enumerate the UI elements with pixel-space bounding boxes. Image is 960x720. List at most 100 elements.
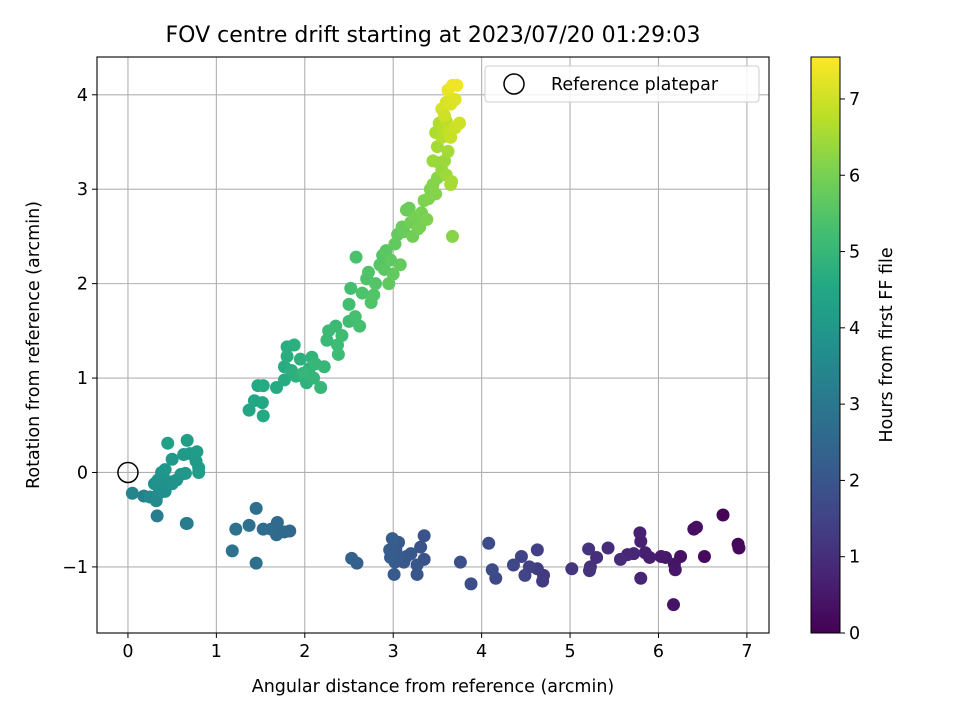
legend-entry-reference: Reference platepar bbox=[551, 75, 719, 95]
scatter-point bbox=[697, 550, 711, 564]
scatter-point bbox=[383, 543, 397, 557]
scatter-point bbox=[161, 436, 175, 450]
scatter-point bbox=[582, 542, 596, 556]
colorbar-tick-label: 7 bbox=[849, 90, 860, 110]
scatter-point bbox=[277, 373, 291, 387]
scatter-point bbox=[242, 518, 256, 532]
y-tick-label: 2 bbox=[77, 275, 88, 295]
colorbar-tick-label: 4 bbox=[849, 319, 860, 339]
y-axis-ticks: −1 0 1 2 3 4 bbox=[62, 86, 97, 578]
y-tick-label: 3 bbox=[77, 180, 88, 200]
scatter-point bbox=[335, 329, 349, 343]
scatter-point bbox=[445, 175, 459, 189]
scatter-point bbox=[249, 556, 263, 570]
scatter-point bbox=[353, 319, 367, 333]
scatter-point bbox=[361, 265, 375, 279]
chart-title: FOV centre drift starting at 2023/07/20 … bbox=[166, 23, 701, 48]
scatter-point bbox=[385, 532, 399, 546]
scatter-point bbox=[613, 552, 627, 566]
scatter-point bbox=[687, 522, 701, 536]
scatter-point bbox=[190, 445, 204, 459]
scatter-point bbox=[420, 212, 434, 226]
scatter-point bbox=[256, 409, 270, 423]
scatter-point bbox=[448, 92, 462, 106]
scatter-point bbox=[317, 360, 331, 374]
scatter-point bbox=[482, 536, 496, 550]
scatter-point bbox=[417, 529, 431, 543]
legend-reference-marker bbox=[503, 73, 525, 95]
x-tick-label: 1 bbox=[211, 642, 222, 662]
scatter-point bbox=[369, 277, 383, 291]
scatter-point bbox=[414, 540, 428, 554]
x-tick-label: 3 bbox=[388, 642, 399, 662]
scatter-point bbox=[450, 78, 464, 92]
scatter-point bbox=[441, 144, 455, 158]
scatter-point bbox=[192, 465, 206, 479]
scatter-point bbox=[342, 297, 356, 311]
scatter-point bbox=[601, 541, 615, 555]
scatter-point bbox=[150, 509, 164, 523]
scatter-point bbox=[165, 452, 179, 466]
scatter-point bbox=[367, 288, 381, 302]
colorbar-gradient bbox=[810, 56, 841, 634]
x-tick-label: 7 bbox=[741, 642, 752, 662]
y-tick-label: −1 bbox=[62, 558, 88, 578]
colorbar-tick-label: 1 bbox=[849, 548, 860, 568]
scatter-point bbox=[256, 522, 270, 536]
scatter-point bbox=[158, 463, 172, 477]
scatter-point bbox=[633, 526, 647, 540]
x-tick-label: 6 bbox=[653, 642, 664, 662]
scatter-point bbox=[287, 338, 301, 352]
scatter-point bbox=[445, 229, 459, 243]
scatter-point bbox=[296, 366, 310, 380]
scatter-point bbox=[393, 258, 407, 272]
scatter-points bbox=[125, 78, 746, 612]
scatter-point bbox=[293, 352, 307, 366]
scatter-point bbox=[506, 558, 520, 572]
scatter-point bbox=[638, 546, 652, 560]
reference-marker bbox=[117, 461, 139, 484]
colorbar-tick-label: 2 bbox=[849, 471, 860, 491]
scatter-point bbox=[345, 551, 359, 565]
scatter-point bbox=[402, 201, 416, 215]
scatter-point bbox=[225, 544, 239, 558]
scatter-point bbox=[410, 558, 424, 572]
colorbar-ticks: 0 1 2 3 4 5 6 7 bbox=[840, 90, 860, 644]
scatter-point bbox=[590, 550, 604, 564]
scatter-point bbox=[536, 574, 550, 588]
scatter-point bbox=[429, 187, 443, 201]
scatter-point bbox=[242, 403, 256, 417]
plot-frame bbox=[96, 56, 770, 634]
scatter-point bbox=[255, 396, 269, 410]
scatter-point bbox=[229, 522, 243, 536]
scatter-point bbox=[716, 508, 730, 522]
scatter-point bbox=[344, 281, 358, 295]
x-axis-ticks: 0 1 2 3 4 5 6 7 bbox=[122, 633, 752, 662]
y-tick-label: 4 bbox=[77, 86, 88, 106]
scatter-point bbox=[249, 501, 263, 515]
x-tick-label: 2 bbox=[299, 642, 310, 662]
scatter-point bbox=[355, 286, 369, 300]
x-tick-label: 4 bbox=[476, 642, 487, 662]
scatter-point bbox=[583, 564, 597, 578]
scatter-point bbox=[410, 567, 424, 581]
reference-platepar-marker bbox=[117, 461, 139, 484]
scatter-point bbox=[565, 562, 579, 576]
y-tick-label: 0 bbox=[77, 463, 88, 483]
legend: Reference platepar bbox=[484, 65, 760, 103]
scatter-point bbox=[178, 466, 192, 480]
scatter-point bbox=[256, 379, 270, 393]
scatter-point bbox=[530, 543, 544, 557]
scatter-point bbox=[437, 109, 451, 123]
y-tick-label: 1 bbox=[77, 369, 88, 389]
scatter-point bbox=[179, 516, 193, 530]
scatter-point bbox=[464, 577, 478, 591]
scatter-point bbox=[280, 349, 294, 363]
legend-box bbox=[484, 65, 760, 103]
scatter-point bbox=[634, 571, 648, 585]
scatter-point bbox=[386, 267, 400, 281]
x-axis-label: Angular distance from reference (arcmin) bbox=[252, 677, 615, 697]
scatter-point bbox=[426, 154, 440, 168]
scatter-point bbox=[654, 550, 668, 564]
